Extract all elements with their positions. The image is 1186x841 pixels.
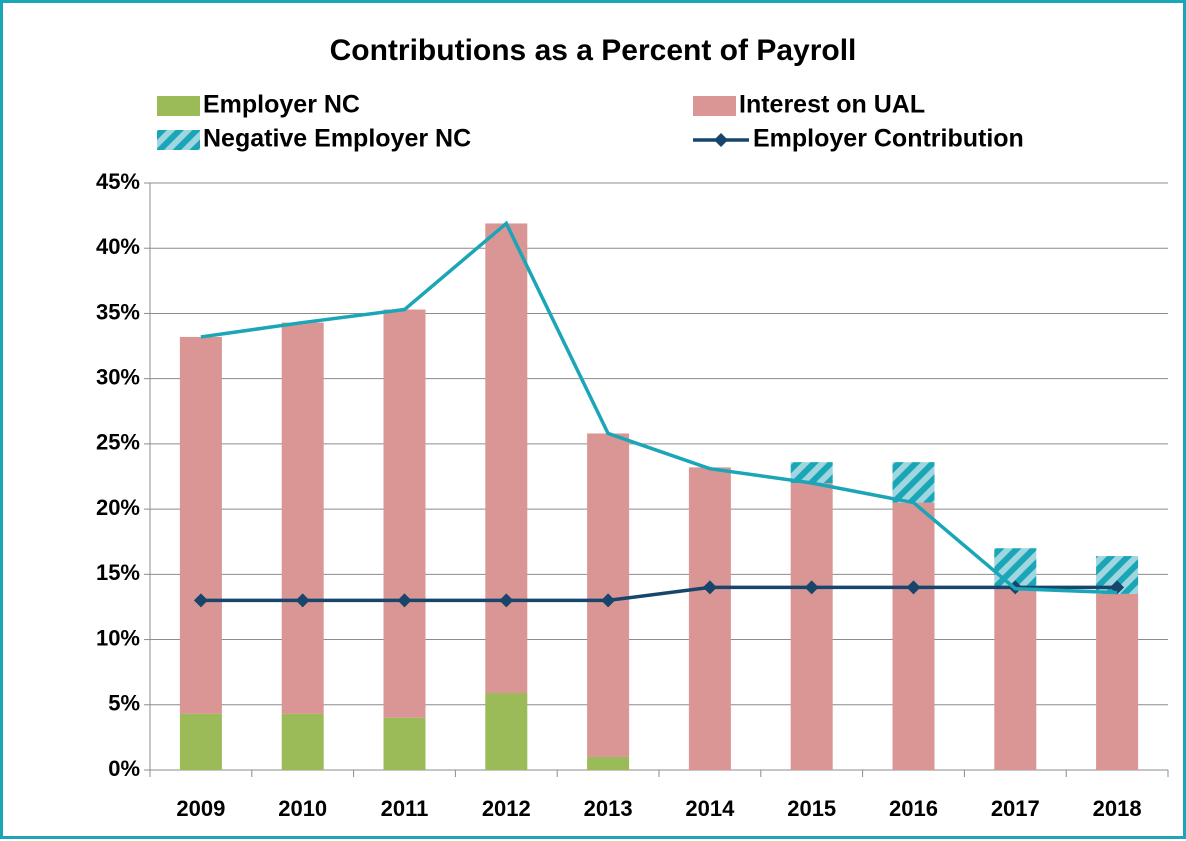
x-tick-label: 2017: [991, 796, 1040, 821]
line-marker: [397, 593, 412, 608]
chart-title: Contributions as a Percent of Payroll: [330, 34, 857, 67]
y-tick-label: 25%: [96, 430, 140, 455]
bar-segment: [994, 587, 1037, 770]
line-series: [200, 220, 1118, 595]
y-tick-label: 5%: [108, 691, 140, 716]
x-tick-label: 2013: [584, 796, 633, 821]
y-tick-label: 40%: [96, 234, 140, 259]
line-marker: [295, 593, 310, 608]
y-tick-label: 45%: [96, 169, 140, 194]
line-marker: [601, 593, 616, 608]
x-tick-label: 2009: [176, 796, 225, 821]
bar-segment: [281, 713, 324, 770]
y-tick-label: 15%: [96, 560, 140, 585]
x-tick-label: 2015: [787, 796, 836, 821]
bar-segment: [383, 717, 426, 770]
y-tick-label: 20%: [96, 495, 140, 520]
line-marker: [702, 580, 717, 595]
x-tick-label: 2011: [381, 796, 429, 821]
y-tick-label: 10%: [96, 625, 140, 650]
x-tick-label: 2014: [685, 796, 735, 821]
legend-swatch: [157, 130, 200, 150]
line-marker: [804, 580, 819, 595]
y-tick-label: 30%: [96, 364, 140, 389]
legend-label: Employer NC: [203, 91, 360, 119]
line-marker: [499, 593, 514, 608]
bar-segment: [892, 502, 935, 770]
x-tick-label: 2018: [1093, 796, 1142, 821]
legend-swatch: [157, 96, 200, 116]
bar-segment: [281, 322, 324, 714]
x-tick-label: 2016: [889, 796, 938, 821]
legend-label: Interest on UAL: [739, 91, 925, 119]
bar-segment: [1096, 593, 1139, 770]
line-marker: [906, 580, 921, 595]
y-tick-label: 35%: [96, 299, 140, 324]
legend-label: Negative Employer NC: [203, 125, 471, 153]
bar-segment: [383, 309, 426, 718]
bar-segment: [790, 483, 833, 770]
x-tick-label: 2012: [482, 796, 531, 821]
bar-segment: [587, 756, 630, 770]
bar-segment: [790, 462, 833, 484]
line-series: [200, 585, 1118, 603]
legend-label: Employer Contribution: [753, 125, 1024, 153]
bar-segment: [179, 713, 222, 770]
bar-segment: [485, 693, 528, 770]
bar-segment: [688, 467, 731, 770]
bar-segment: [892, 462, 935, 503]
bar-segment: [485, 223, 528, 694]
y-tick-label: 0%: [108, 756, 140, 781]
bar-segment: [179, 336, 222, 714]
x-tick-label: 2010: [278, 796, 327, 821]
legend-marker: [714, 133, 728, 147]
legend-swatch: [693, 96, 736, 116]
line-marker: [193, 593, 208, 608]
